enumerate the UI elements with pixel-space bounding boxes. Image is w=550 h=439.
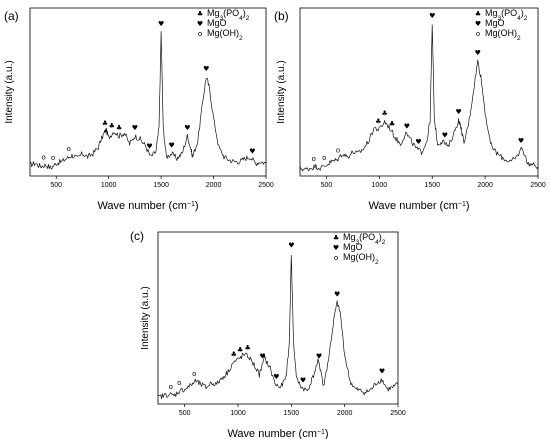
legend-symbol: ♣ xyxy=(475,10,481,18)
mg3po42-peak-marker: ♣ xyxy=(237,346,243,354)
legend-label: MgO xyxy=(343,242,363,252)
legend-symbol: o xyxy=(198,30,202,38)
x-tick-label: 1000 xyxy=(101,182,117,189)
legend-label: Mg3(PO4)2 xyxy=(485,8,528,22)
plot-frame xyxy=(29,7,267,177)
x-tick-label: 1500 xyxy=(153,182,169,189)
x-tick-label: 2000 xyxy=(206,182,222,189)
mg3po42-peak-marker: ♣ xyxy=(231,350,237,358)
legend-symbol: ♣ xyxy=(333,234,339,242)
x-axis-label: Wave number (cm−1) xyxy=(227,428,328,439)
mg-oh2-peak-marker: o xyxy=(322,154,326,162)
mg-oh2-peak-marker: o xyxy=(312,155,316,163)
x-tick-label: 1000 xyxy=(230,410,246,417)
mgo-peak-marker: ♥ xyxy=(168,142,174,150)
mgo-peak-marker: ♥ xyxy=(203,65,209,73)
spectrum-line xyxy=(29,31,267,170)
x-axis-label: Wave number (cm−1) xyxy=(97,200,198,212)
legend-label: Mg3(PO4)2 xyxy=(343,232,386,246)
plot-frame xyxy=(299,7,539,177)
legend-symbol: ♥ xyxy=(197,20,203,28)
mgo-peak-marker: ♥ xyxy=(379,367,385,375)
mg-oh2-peak-marker: o xyxy=(192,370,196,378)
legend-symbol: o xyxy=(334,254,338,262)
x-tick-label: 1500 xyxy=(424,182,440,189)
mg3po42-peak-marker: ♣ xyxy=(116,124,122,132)
mgo-peak-marker: ♥ xyxy=(429,12,435,20)
y-axis-label: Intensity (a.u.) xyxy=(4,60,15,123)
x-tick-label: 500 xyxy=(179,410,191,417)
mgo-peak-marker: ♥ xyxy=(158,20,164,28)
plot-frame xyxy=(157,231,399,405)
mgo-peak-marker: ♥ xyxy=(132,124,138,132)
mg3po42-peak-marker: ♣ xyxy=(102,120,108,128)
chart-panel-1: 500 1000 1500 2000 2500 Wave number (cm−1) Int… xyxy=(4,7,274,212)
legend-label: Mg(OH)2 xyxy=(343,252,379,266)
mgo-peak-marker: ♥ xyxy=(404,122,410,130)
mg3po42-peak-marker: ♣ xyxy=(244,344,250,352)
y-axis-label: Intensity (a.u.) xyxy=(276,60,287,123)
panel-label: (b) xyxy=(274,9,289,23)
x-tick-label: 2000 xyxy=(477,182,493,189)
x-tick-label: 2500 xyxy=(390,410,406,417)
mgo-peak-marker: ♥ xyxy=(334,290,340,298)
mgo-peak-marker: ♥ xyxy=(259,353,265,361)
panel-label: (a) xyxy=(4,9,19,23)
x-tick-label: 500 xyxy=(50,182,62,189)
x-axis-label: Wave number (cm−1) xyxy=(368,200,469,212)
mg3po42-peak-marker: ♣ xyxy=(109,122,115,130)
legend-label: Mg(OH)2 xyxy=(485,28,521,42)
mgo-peak-marker: ♥ xyxy=(442,131,448,139)
y-axis-label: Intensity (a.u.) xyxy=(140,286,151,349)
legend-symbol: o xyxy=(476,30,480,38)
mg-oh2-peak-marker: o xyxy=(177,379,181,387)
legend-label: MgO xyxy=(207,18,227,28)
mgo-peak-marker: ♥ xyxy=(146,143,152,151)
chart-panel-3: 500 1000 1500 2000 2500 Wave number (cm−1) Int… xyxy=(130,229,406,439)
mgo-peak-marker: ♥ xyxy=(456,108,462,116)
mgo-peak-marker: ♥ xyxy=(415,138,421,146)
legend-symbol: ♣ xyxy=(197,10,203,18)
mg-oh2-peak-marker: o xyxy=(169,383,173,391)
x-tick-label: 1000 xyxy=(372,182,388,189)
mgo-peak-marker: ♥ xyxy=(273,373,279,381)
mgo-peak-marker: ♥ xyxy=(475,49,481,57)
x-tick-label: 500 xyxy=(321,182,333,189)
mg-oh2-peak-marker: o xyxy=(336,147,340,155)
spectrum-line xyxy=(157,255,399,400)
chart-panel-2: 500 1000 1500 2000 2500 Wave number (cm−1) Int… xyxy=(274,7,546,212)
spectrum-line xyxy=(299,24,539,172)
mg-oh2-peak-marker: o xyxy=(51,154,55,162)
mgo-peak-marker: ♥ xyxy=(518,137,524,145)
panel-label: (c) xyxy=(130,229,144,243)
legend-symbol: ♥ xyxy=(333,244,339,252)
mg-oh2-peak-marker: o xyxy=(67,145,71,153)
x-tick-label: 2000 xyxy=(337,410,353,417)
x-tick-label: 2500 xyxy=(258,182,274,189)
mgo-peak-marker: ♥ xyxy=(300,376,306,384)
legend-symbol: ♥ xyxy=(475,20,481,28)
mgo-peak-marker: ♥ xyxy=(249,147,255,155)
legend-label: Mg3(PO4)2 xyxy=(207,8,250,22)
mg3po42-peak-marker: ♣ xyxy=(381,110,387,118)
mg3po42-peak-marker: ♣ xyxy=(389,120,395,128)
legend-label: MgO xyxy=(485,18,505,28)
mgo-peak-marker: ♥ xyxy=(288,241,294,249)
mgo-peak-marker: ♥ xyxy=(316,353,322,361)
mg3po42-peak-marker: ♣ xyxy=(375,117,381,125)
mg-oh2-peak-marker: o xyxy=(41,153,45,161)
x-tick-label: 2500 xyxy=(530,182,546,189)
x-tick-label: 1500 xyxy=(284,410,300,417)
legend-label: Mg(OH)2 xyxy=(207,28,243,42)
mgo-peak-marker: ♥ xyxy=(184,124,190,132)
